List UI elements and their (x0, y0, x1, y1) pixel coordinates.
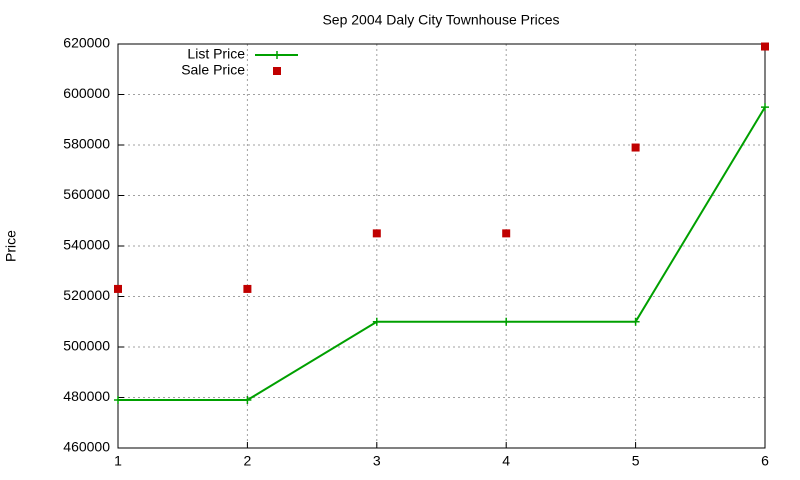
x-tick-label: 6 (761, 453, 769, 469)
y-axis-label: Price (3, 230, 19, 262)
point-marker (502, 229, 511, 238)
y-tick-label: 500000 (63, 338, 110, 354)
x-tick-label: 5 (632, 453, 640, 469)
y-tick-label: 480000 (63, 388, 110, 404)
x-tick-label: 2 (244, 453, 252, 469)
legend-label: Sale Price (181, 62, 245, 78)
point-marker (372, 229, 381, 238)
x-tick-label: 3 (373, 453, 381, 469)
series-line (118, 106, 766, 402)
point-marker (761, 103, 769, 112)
x-tick-label: 4 (502, 453, 510, 469)
y-tick-label: 600000 (63, 85, 110, 101)
plot-frame (117, 43, 766, 449)
legend-swatch (273, 51, 281, 59)
legend-label: List Price (187, 46, 245, 62)
legend-swatch (273, 67, 281, 75)
point-marker (631, 143, 640, 152)
y-tick-label: 460000 (63, 439, 110, 455)
point-marker (761, 42, 769, 51)
y-tick-label: 620000 (63, 35, 110, 51)
y-tick-label: 560000 (63, 186, 110, 202)
point-marker (502, 317, 511, 326)
y-tick-label: 520000 (63, 287, 110, 303)
point-marker (243, 396, 252, 405)
point-marker (372, 317, 381, 326)
chart-title: Sep 2004 Daly City Townhouse Prices (322, 12, 559, 28)
point-marker (243, 284, 252, 293)
y-tick-label: 580000 (63, 136, 110, 152)
x-tick-label: 1 (114, 453, 122, 469)
point-marker (114, 284, 122, 293)
point-marker (631, 317, 640, 326)
point-marker (114, 396, 122, 405)
y-tick-label: 540000 (63, 237, 110, 253)
